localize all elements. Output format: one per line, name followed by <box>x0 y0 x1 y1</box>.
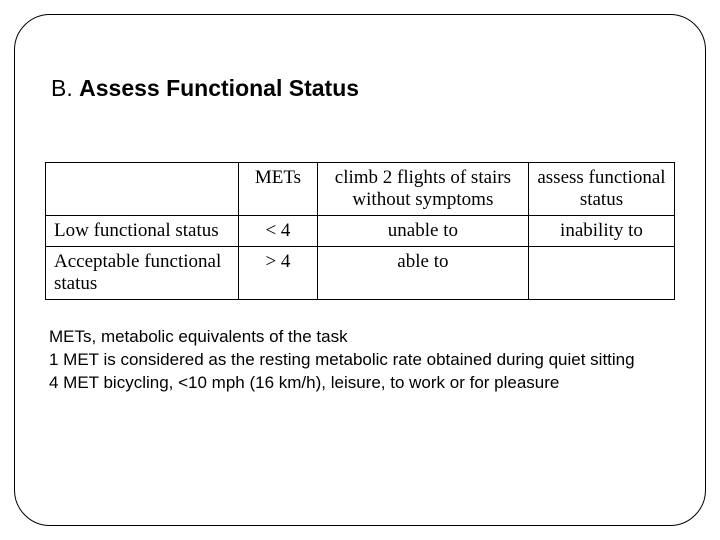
section-heading: B. Assess Functional Status <box>51 75 675 102</box>
footnote-block: METs, metabolic equivalents of the task … <box>49 326 671 395</box>
row-climb: unable to <box>317 216 528 247</box>
footnote-line: 4 MET bicycling, <10 mph (16 km/h), leis… <box>49 372 671 395</box>
row-label: Low functional status <box>46 216 239 247</box>
row-mets: > 4 <box>239 247 318 300</box>
heading-title: Assess Functional Status <box>79 75 359 101</box>
functional-status-table: METs climb 2 flights of stairs without s… <box>45 162 675 300</box>
col-header-mets: METs <box>239 163 318 216</box>
footnote-line: METs, metabolic equivalents of the task <box>49 326 671 349</box>
heading-prefix: B. <box>51 75 79 101</box>
col-header-climb: climb 2 flights of stairs without sympto… <box>317 163 528 216</box>
col-header-blank <box>46 163 239 216</box>
table-row: Low functional status < 4 unable to inab… <box>46 216 675 247</box>
row-assess: inability to <box>528 216 674 247</box>
col-header-assess: assess functional status <box>528 163 674 216</box>
row-mets: < 4 <box>239 216 318 247</box>
row-assess <box>528 247 674 300</box>
table-row: Acceptable functional status > 4 able to <box>46 247 675 300</box>
row-label: Acceptable functional status <box>46 247 239 300</box>
row-climb: able to <box>317 247 528 300</box>
footnote-line: 1 MET is considered as the resting metab… <box>49 349 671 372</box>
table-header-row: METs climb 2 flights of stairs without s… <box>46 163 675 216</box>
slide-frame: B. Assess Functional Status METs climb 2… <box>14 14 706 526</box>
